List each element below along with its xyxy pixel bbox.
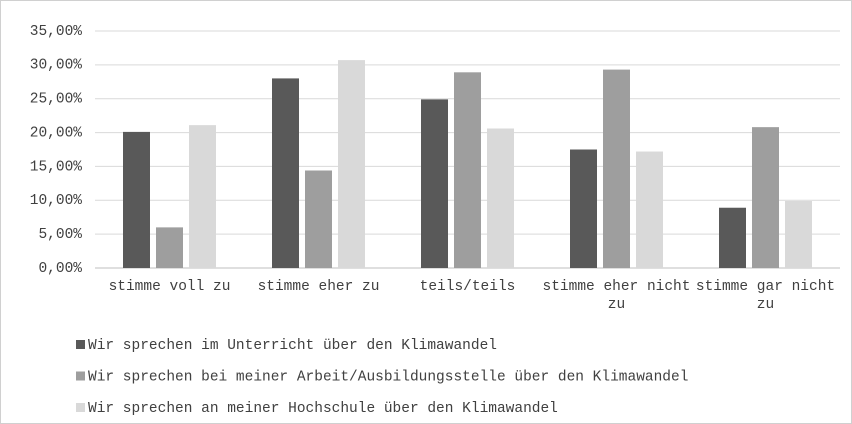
bar [156,227,183,268]
bar [305,170,332,268]
legend-label: Wir sprechen an meiner Hochschule über d… [88,401,558,417]
x-tick-label: stimme voll zu [109,279,231,295]
bar [603,69,630,269]
bar [272,78,299,269]
y-tick-label: 5,00% [38,227,82,243]
y-tick-label: 30,00% [30,58,83,74]
x-tick-label: stimme eher nicht zu [543,279,691,313]
bar [338,60,365,268]
bar [421,99,448,269]
y-tick-label: 25,00% [30,92,83,108]
y-tick-label: 15,00% [30,159,83,175]
x-tick-label: teils/teils [420,279,516,295]
bar [570,149,597,268]
legend-swatch [76,371,85,381]
bar [719,207,746,268]
legend-label: Wir sprechen bei meiner Arbeit/Ausbildun… [88,369,688,385]
legend-swatch [76,340,85,349]
legend-label: Wir sprechen im Unterricht über den Klim… [88,338,497,354]
bar [123,131,150,268]
y-tick-label: 35,00% [30,24,83,40]
y-tick-label: 0,00% [38,261,82,277]
bar [487,128,514,268]
bar [189,125,216,268]
bar [752,127,779,268]
x-tick-label: stimme gar nicht zu [696,279,835,313]
x-tick-label: stimme eher zu [258,279,380,295]
legend-swatch [76,403,85,412]
bar [636,151,663,268]
bar [785,200,812,268]
bar [454,72,481,268]
y-tick-label: 20,00% [30,125,83,141]
y-tick-label: 10,00% [30,193,83,209]
